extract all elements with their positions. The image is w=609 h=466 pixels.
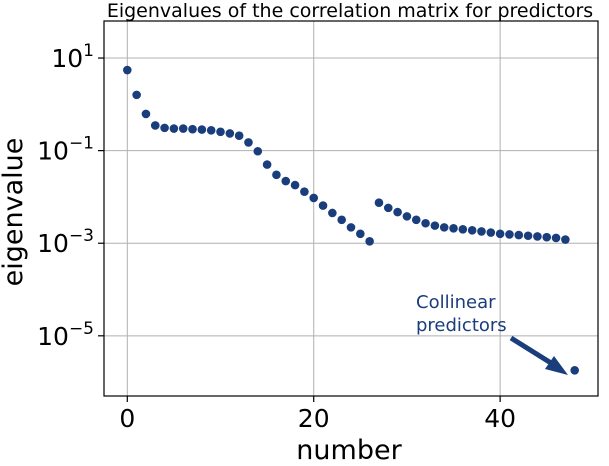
data-point xyxy=(290,180,300,190)
y-axis-label: eigenvalue xyxy=(0,138,29,287)
data-point xyxy=(169,124,179,133)
data-point xyxy=(225,129,235,138)
data-point xyxy=(393,207,402,217)
data-point xyxy=(356,229,365,239)
data-point xyxy=(262,160,272,169)
data-points xyxy=(123,65,579,375)
data-point xyxy=(402,212,412,221)
collinear-annotation: Collinear predictors xyxy=(416,292,568,375)
data-point xyxy=(346,223,356,232)
data-point xyxy=(467,226,477,235)
y-tick-label: 10−1 xyxy=(37,134,94,166)
data-point xyxy=(188,124,197,134)
grid xyxy=(104,21,598,396)
data-point xyxy=(206,125,216,135)
data-point xyxy=(178,124,188,133)
data-point xyxy=(365,237,374,246)
data-point xyxy=(533,232,542,241)
chart-title: Eigenvalues of the correlation matrix fo… xyxy=(107,0,593,22)
data-point xyxy=(411,215,421,225)
annotation-text-line2: predictors xyxy=(416,315,507,336)
data-point xyxy=(337,215,346,225)
data-point xyxy=(132,90,141,100)
x-axis-label: number xyxy=(296,435,402,466)
data-point xyxy=(486,228,496,237)
data-point xyxy=(253,146,263,156)
y-tick-label: 101 xyxy=(51,41,94,73)
data-point xyxy=(216,127,225,137)
axis-ticks: 0 20 40 101 10−1 10−3 10−5 xyxy=(37,41,516,433)
data-point xyxy=(309,193,319,203)
annotation-arrow-shaft xyxy=(509,335,553,366)
data-point xyxy=(197,125,207,134)
x-tick-label: 0 xyxy=(119,404,135,433)
data-point xyxy=(505,230,514,239)
data-point xyxy=(514,230,524,240)
data-point xyxy=(374,198,384,208)
data-point xyxy=(542,232,552,242)
data-point xyxy=(272,170,281,180)
annotation-arrow-head xyxy=(545,356,568,375)
data-point xyxy=(458,224,468,234)
data-point xyxy=(234,131,244,141)
data-point xyxy=(281,176,291,186)
annotation-text-line1: Collinear xyxy=(416,292,496,313)
data-point xyxy=(141,109,151,119)
data-point xyxy=(495,229,505,239)
data-point xyxy=(570,365,579,375)
data-point xyxy=(449,224,458,233)
x-tick-label: 40 xyxy=(484,404,516,433)
data-point xyxy=(477,227,486,236)
data-point xyxy=(439,223,449,232)
y-tick-label: 10−3 xyxy=(37,226,94,258)
data-point xyxy=(244,138,253,147)
data-point xyxy=(300,187,309,196)
data-point xyxy=(551,233,561,243)
data-point xyxy=(318,201,328,210)
y-tick-label: 10−5 xyxy=(37,319,94,351)
data-point xyxy=(160,123,169,133)
x-tick-label: 20 xyxy=(298,404,330,433)
data-point xyxy=(430,221,440,230)
plot-frame xyxy=(103,20,599,397)
data-point xyxy=(328,208,337,218)
data-point xyxy=(383,203,393,213)
data-point xyxy=(421,218,430,228)
data-point xyxy=(123,65,132,75)
data-point xyxy=(523,231,533,241)
data-point xyxy=(150,121,160,130)
data-point xyxy=(561,235,570,244)
